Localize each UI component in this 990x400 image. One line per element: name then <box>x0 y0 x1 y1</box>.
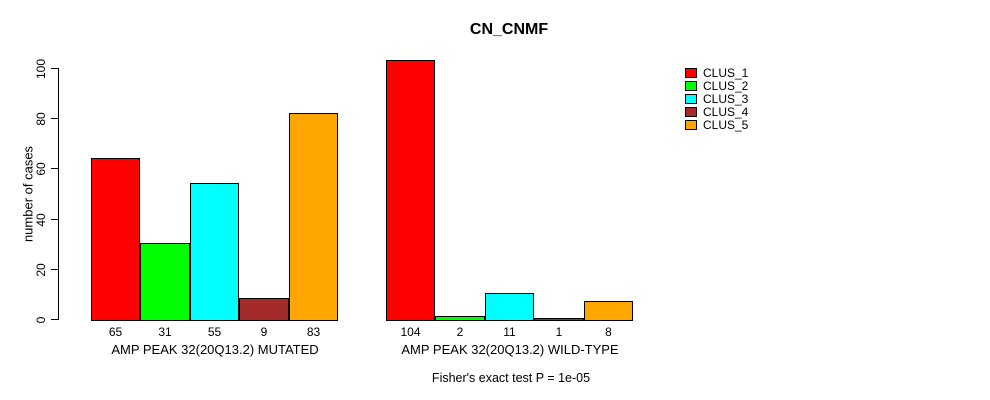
bar-clus_1-group1 <box>91 158 140 321</box>
legend-swatch <box>685 120 697 130</box>
bar-value-label: 11 <box>503 325 516 339</box>
y-axis-tick <box>51 168 58 169</box>
bar-clus_2-group1 <box>140 243 190 321</box>
y-axis-tick-label: 20 <box>34 263 48 277</box>
legend-swatch <box>685 68 697 78</box>
bar-value-label: 8 <box>605 325 612 339</box>
y-axis-tick <box>51 68 58 69</box>
legend-item-label: CLUS_4 <box>703 105 749 119</box>
group-label: AMP PEAK 32(20Q13.2) WILD-TYPE <box>401 342 619 357</box>
legend-item-label: CLUS_3 <box>703 92 749 106</box>
y-axis-tick <box>51 269 58 270</box>
bar-clus_3-group2 <box>485 293 534 321</box>
legend-item: CLUS_5 <box>685 119 748 131</box>
legend-swatch <box>685 107 697 117</box>
y-axis-tick <box>51 319 58 320</box>
legend-swatch <box>685 94 697 104</box>
group-label: AMP PEAK 32(20Q13.2) MUTATED <box>111 342 319 357</box>
bar-value-label: 2 <box>456 325 464 339</box>
bar-clus_1-group2 <box>386 60 435 321</box>
y-axis-tick-label: 100 <box>34 58 48 80</box>
legend-item-label: CLUS_5 <box>703 118 749 132</box>
bar-clus_4-group1 <box>239 298 289 321</box>
bar-value-label: 55 <box>207 325 222 339</box>
y-axis-line <box>58 68 59 320</box>
bar-value-label: 65 <box>108 325 123 339</box>
legend-item: CLUS_3 <box>685 93 748 105</box>
chart-title: CN_CNMF <box>469 21 549 38</box>
legend-item: CLUS_4 <box>685 106 748 118</box>
y-axis-tick-label: 60 <box>34 162 48 176</box>
bar-clus_5-group1 <box>289 113 338 321</box>
legend-item-label: CLUS_2 <box>703 79 749 93</box>
y-axis-tick <box>51 219 58 220</box>
bar-clus_5-group2 <box>584 301 633 321</box>
y-axis-tick-label: 0 <box>34 316 48 324</box>
bar-clus_3-group1 <box>190 183 239 321</box>
bar-value-label: 104 <box>400 325 421 339</box>
legend-item: CLUS_2 <box>685 80 748 92</box>
y-axis-title: number of cases <box>20 145 36 243</box>
legend-swatch <box>685 81 697 91</box>
bar-value-label: 1 <box>555 325 563 339</box>
legend-item: CLUS_1 <box>685 67 748 79</box>
y-axis-tick-label: 80 <box>34 112 48 126</box>
bar-clus_2-group2 <box>435 316 485 321</box>
y-axis-tick-label: 40 <box>34 213 48 227</box>
fisher-test-note: Fisher's exact test P = 1e-05 <box>431 371 591 385</box>
legend-item-label: CLUS_1 <box>703 66 749 80</box>
bar-value-label: 83 <box>306 325 321 339</box>
y-axis-tick <box>51 118 58 119</box>
bar-value-label: 31 <box>158 325 172 339</box>
bar-value-label: 9 <box>260 325 268 339</box>
bar-clus_4-group2 <box>534 318 584 321</box>
